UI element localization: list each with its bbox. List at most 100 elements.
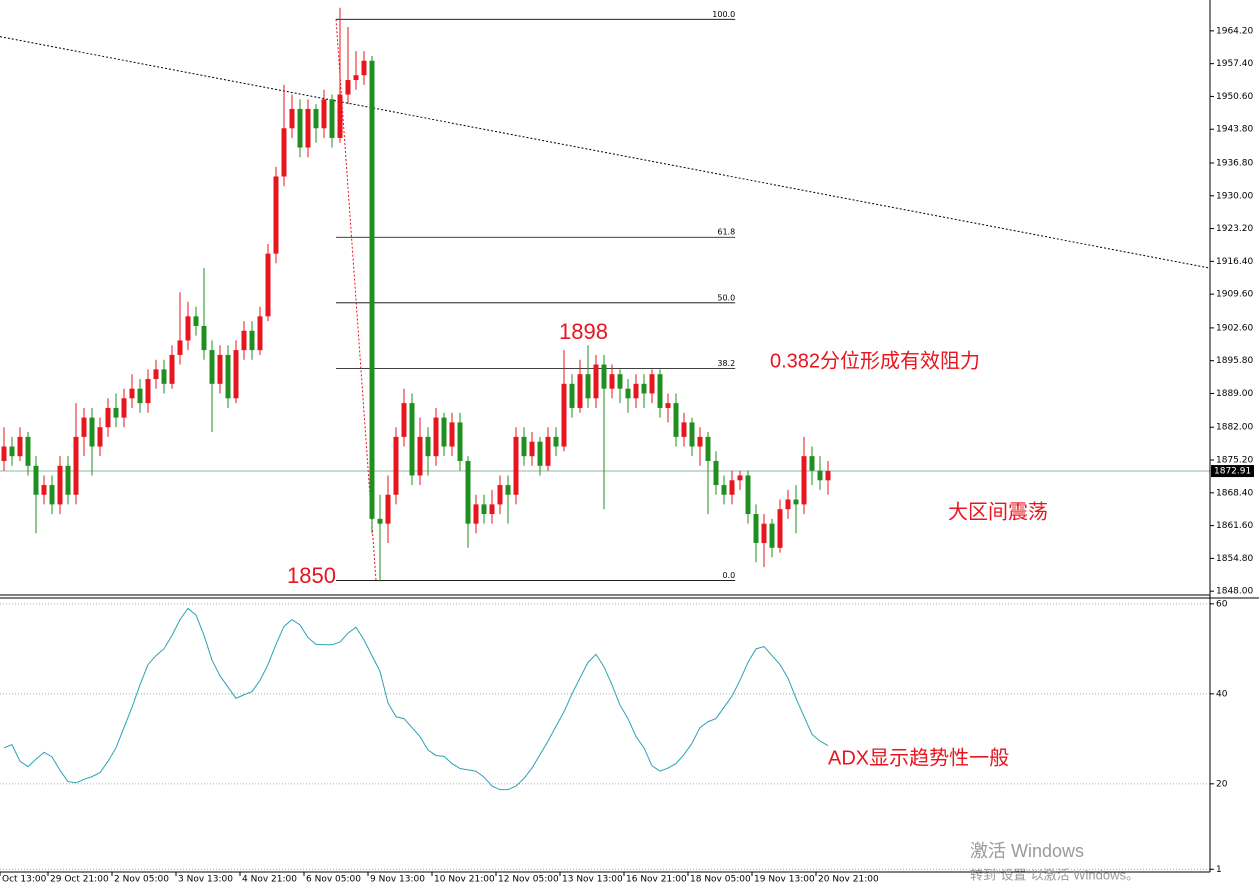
candle-body [345, 80, 351, 95]
candle-body [73, 436, 79, 495]
candle-body [209, 350, 215, 384]
fib-label: 61.8 [717, 228, 735, 237]
x-tick-label: 10 Nov 21:00 [434, 875, 495, 885]
x-tick-label: Oct 13:00 [2, 875, 47, 885]
candle-body [409, 403, 415, 476]
candle-body [393, 436, 399, 495]
candle-body [137, 388, 143, 404]
candle-body [441, 417, 447, 447]
candle-body [481, 504, 487, 515]
candle-body [505, 485, 511, 495]
candle-body [473, 504, 479, 524]
candle-body [705, 436, 711, 461]
candle-body [9, 446, 15, 457]
candle-body [201, 325, 207, 351]
candle-body [265, 253, 271, 317]
x-tick-label: 18 Nov 05:00 [690, 875, 751, 885]
candle-body [601, 364, 607, 389]
candle-body [185, 316, 191, 341]
candle-body [17, 436, 23, 457]
candle-body [761, 523, 767, 543]
y-tick-label: 40 [1216, 689, 1228, 699]
x-tick-label: 12 Nov 05:00 [498, 875, 559, 885]
candle-body [809, 456, 815, 471]
candle-body [305, 108, 311, 148]
candle-body [329, 99, 335, 138]
candle-body [785, 499, 791, 510]
candle-body [665, 403, 671, 408]
candle-body [593, 364, 599, 399]
candle-body [417, 436, 423, 476]
candle-body [65, 465, 71, 495]
candle-body [649, 374, 655, 394]
candle-body [105, 407, 111, 428]
candle-body [361, 60, 367, 76]
candle-body [561, 383, 567, 447]
x-tick-label: 6 Nov 05:00 [306, 875, 361, 885]
fib-anchor [335, 19, 377, 581]
candle-body [657, 374, 663, 408]
candle-body [633, 383, 639, 399]
annotation: 1850 [287, 563, 336, 588]
candle-body [433, 417, 439, 457]
candle-body [745, 475, 751, 515]
fib-label: 0.0 [722, 571, 735, 580]
y-tick-label: 1930.00 [1216, 191, 1253, 201]
annotation: 大区间震荡 [948, 500, 1048, 523]
candle-body [769, 523, 775, 548]
candle-body [121, 398, 127, 418]
y-tick-label: 1936.80 [1216, 158, 1253, 168]
candle-body [497, 485, 503, 505]
candle-body [585, 374, 591, 399]
y-tick-label: 1964.20 [1216, 26, 1253, 36]
fib-label: 100.0 [712, 10, 735, 19]
candle-body [673, 403, 679, 437]
candle-body [273, 176, 279, 254]
candle-body [825, 471, 831, 481]
y-tick-label: 1895.80 [1216, 356, 1253, 366]
candle-body [697, 436, 703, 447]
x-tick-label: 19 Nov 13:00 [754, 875, 815, 885]
y-tick-label: 1950.60 [1216, 92, 1253, 102]
candle-body [257, 316, 263, 351]
x-tick-label: 16 Nov 21:00 [626, 875, 687, 885]
price-box [1211, 465, 1254, 478]
candle-body [689, 422, 695, 447]
candle-body [81, 417, 87, 437]
candle-body [225, 354, 231, 399]
candle-body [217, 354, 223, 384]
candle-body [233, 350, 239, 399]
candle-body [169, 354, 175, 384]
fib-label: 38.2 [717, 359, 735, 368]
candle-body [425, 436, 431, 457]
annotation: 1898 [559, 319, 608, 344]
y-tick-label: 1875.20 [1216, 456, 1253, 466]
y-tick-label: 1 [1216, 865, 1222, 875]
candle-body [553, 436, 559, 447]
candle-body [641, 383, 647, 394]
candle-body [385, 494, 391, 524]
y-tick-label: 1943.80 [1216, 125, 1253, 135]
candle-body [241, 330, 247, 351]
candle-body [113, 407, 119, 418]
y-tick-label: 1957.40 [1216, 59, 1253, 69]
x-tick-label: 9 Nov 13:00 [370, 875, 425, 885]
x-tick-label: 13 Nov 13:00 [562, 875, 623, 885]
candle-body [457, 422, 463, 461]
x-tick-label: 2 Nov 05:00 [114, 875, 169, 885]
candle-body [281, 128, 287, 177]
candle-body [161, 369, 167, 384]
candle-body [57, 465, 63, 505]
candle-body [153, 369, 159, 380]
x-tick-label: 4 Nov 21:00 [242, 875, 297, 885]
candle-body [129, 388, 135, 399]
candle-body [177, 340, 183, 355]
candle-body [41, 485, 47, 495]
candle-body [49, 485, 55, 505]
candle-body [681, 422, 687, 437]
candle-body [713, 460, 719, 486]
candle-body [369, 60, 375, 519]
x-tick-label: 3 Nov 13:00 [178, 875, 233, 885]
candle-body [777, 509, 783, 548]
